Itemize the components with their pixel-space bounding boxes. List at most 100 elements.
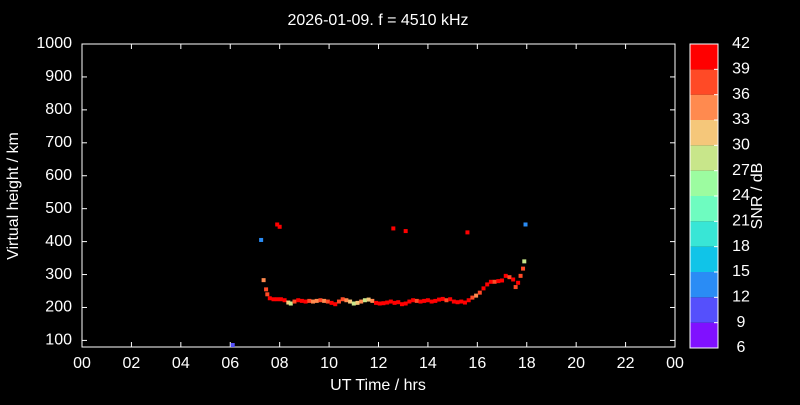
data-point	[503, 273, 508, 278]
data-point	[370, 298, 375, 303]
y-tick-label: 100	[45, 332, 72, 349]
data-point	[496, 279, 501, 284]
x-tick-label: 10	[320, 355, 338, 372]
colorbar-bin	[690, 272, 718, 298]
x-tick-label: 22	[617, 355, 635, 372]
colorbar-bin	[690, 322, 718, 348]
data-point	[388, 299, 393, 304]
data-point	[465, 230, 470, 235]
data-point	[459, 299, 464, 304]
data-point	[275, 222, 280, 227]
y-tick-label: 200	[45, 299, 72, 316]
y-tick-label: 500	[45, 200, 72, 217]
x-tick-label: 12	[370, 355, 388, 372]
data-point	[366, 297, 371, 302]
colorbar-tick-label: 30	[732, 137, 750, 154]
data-point	[381, 301, 386, 306]
data-point	[513, 285, 518, 290]
y-axis-label: Virtual height / km	[5, 132, 22, 260]
data-point	[477, 290, 482, 295]
x-tick-label: 08	[271, 355, 289, 372]
chart-title: 2026-01-09. f = 4510 kHz	[287, 12, 468, 29]
data-point	[414, 298, 419, 303]
colorbar-tick-label: 42	[732, 35, 750, 52]
data-point	[348, 299, 353, 304]
data-point	[399, 302, 404, 307]
colorbar-tick-label: 36	[732, 86, 750, 103]
data-point	[481, 286, 486, 291]
x-tick-label: 20	[567, 355, 585, 372]
colorbar-tick-label: 9	[737, 314, 746, 331]
data-point	[418, 299, 423, 304]
data-point	[422, 298, 427, 303]
data-point	[264, 287, 269, 292]
colorbar-tick-label: 18	[732, 238, 750, 255]
data-point	[385, 300, 390, 305]
data-point	[374, 300, 379, 305]
x-tick-label: 06	[221, 355, 239, 372]
colorbar-tick-label: 27	[732, 162, 750, 179]
data-point	[275, 297, 280, 302]
data-point	[437, 297, 442, 302]
data-point	[325, 299, 330, 304]
data-point	[391, 226, 396, 231]
data-point	[230, 343, 235, 348]
data-point	[299, 298, 304, 303]
data-point	[523, 222, 528, 227]
data-point	[271, 297, 276, 302]
data-point	[516, 280, 521, 285]
data-point	[259, 237, 264, 242]
y-tick-label: 700	[45, 134, 72, 151]
colorbar-tick-label: 33	[732, 111, 750, 128]
data-point	[411, 298, 416, 303]
data-point	[500, 278, 505, 283]
x-tick-label: 18	[518, 355, 536, 372]
colorbar-bin	[690, 94, 718, 120]
data-point	[521, 266, 526, 271]
colorbar-label: SNR / dB	[749, 163, 766, 230]
data-point	[277, 224, 282, 229]
data-point	[448, 297, 453, 302]
colorbar-tick-label: 6	[737, 339, 746, 356]
data-point	[462, 300, 467, 305]
y-tick-label: 400	[45, 233, 72, 250]
y-tick-label: 1000	[36, 35, 72, 52]
data-point	[362, 298, 367, 303]
y-tick-label: 300	[45, 266, 72, 283]
colorbar-tick-label: 12	[732, 289, 750, 306]
data-point	[440, 296, 445, 301]
data-point	[282, 298, 287, 303]
colorbar-tick-label: 39	[732, 61, 750, 78]
data-point	[314, 298, 319, 303]
x-tick-label: 16	[468, 355, 486, 372]
data-point	[466, 298, 471, 303]
colorbar-tick-label: 24	[732, 187, 750, 204]
data-point	[322, 298, 327, 303]
data-point	[278, 297, 283, 302]
data-point	[333, 302, 338, 307]
data-point	[518, 273, 523, 278]
data-point	[351, 301, 356, 306]
x-axis-label: UT Time / hrs	[330, 377, 426, 394]
data-point	[292, 299, 297, 304]
x-tick-label: 00	[666, 355, 684, 372]
colorbar-bin	[690, 246, 718, 272]
data-point	[265, 292, 270, 297]
data-point	[261, 278, 266, 283]
data-point	[396, 300, 401, 305]
data-point	[403, 229, 408, 234]
x-tick-label: 02	[123, 355, 141, 372]
data-point	[492, 279, 497, 284]
colorbar-bin	[690, 196, 718, 222]
data-point	[403, 301, 408, 306]
y-tick-label: 600	[45, 167, 72, 184]
data-point	[429, 299, 434, 304]
data-point	[318, 298, 323, 303]
x-tick-label: 00	[73, 355, 91, 372]
colorbar-bin	[690, 297, 718, 323]
colorbar-bin	[690, 69, 718, 95]
data-point	[307, 298, 312, 303]
data-point	[444, 298, 449, 303]
data-point	[425, 298, 430, 303]
